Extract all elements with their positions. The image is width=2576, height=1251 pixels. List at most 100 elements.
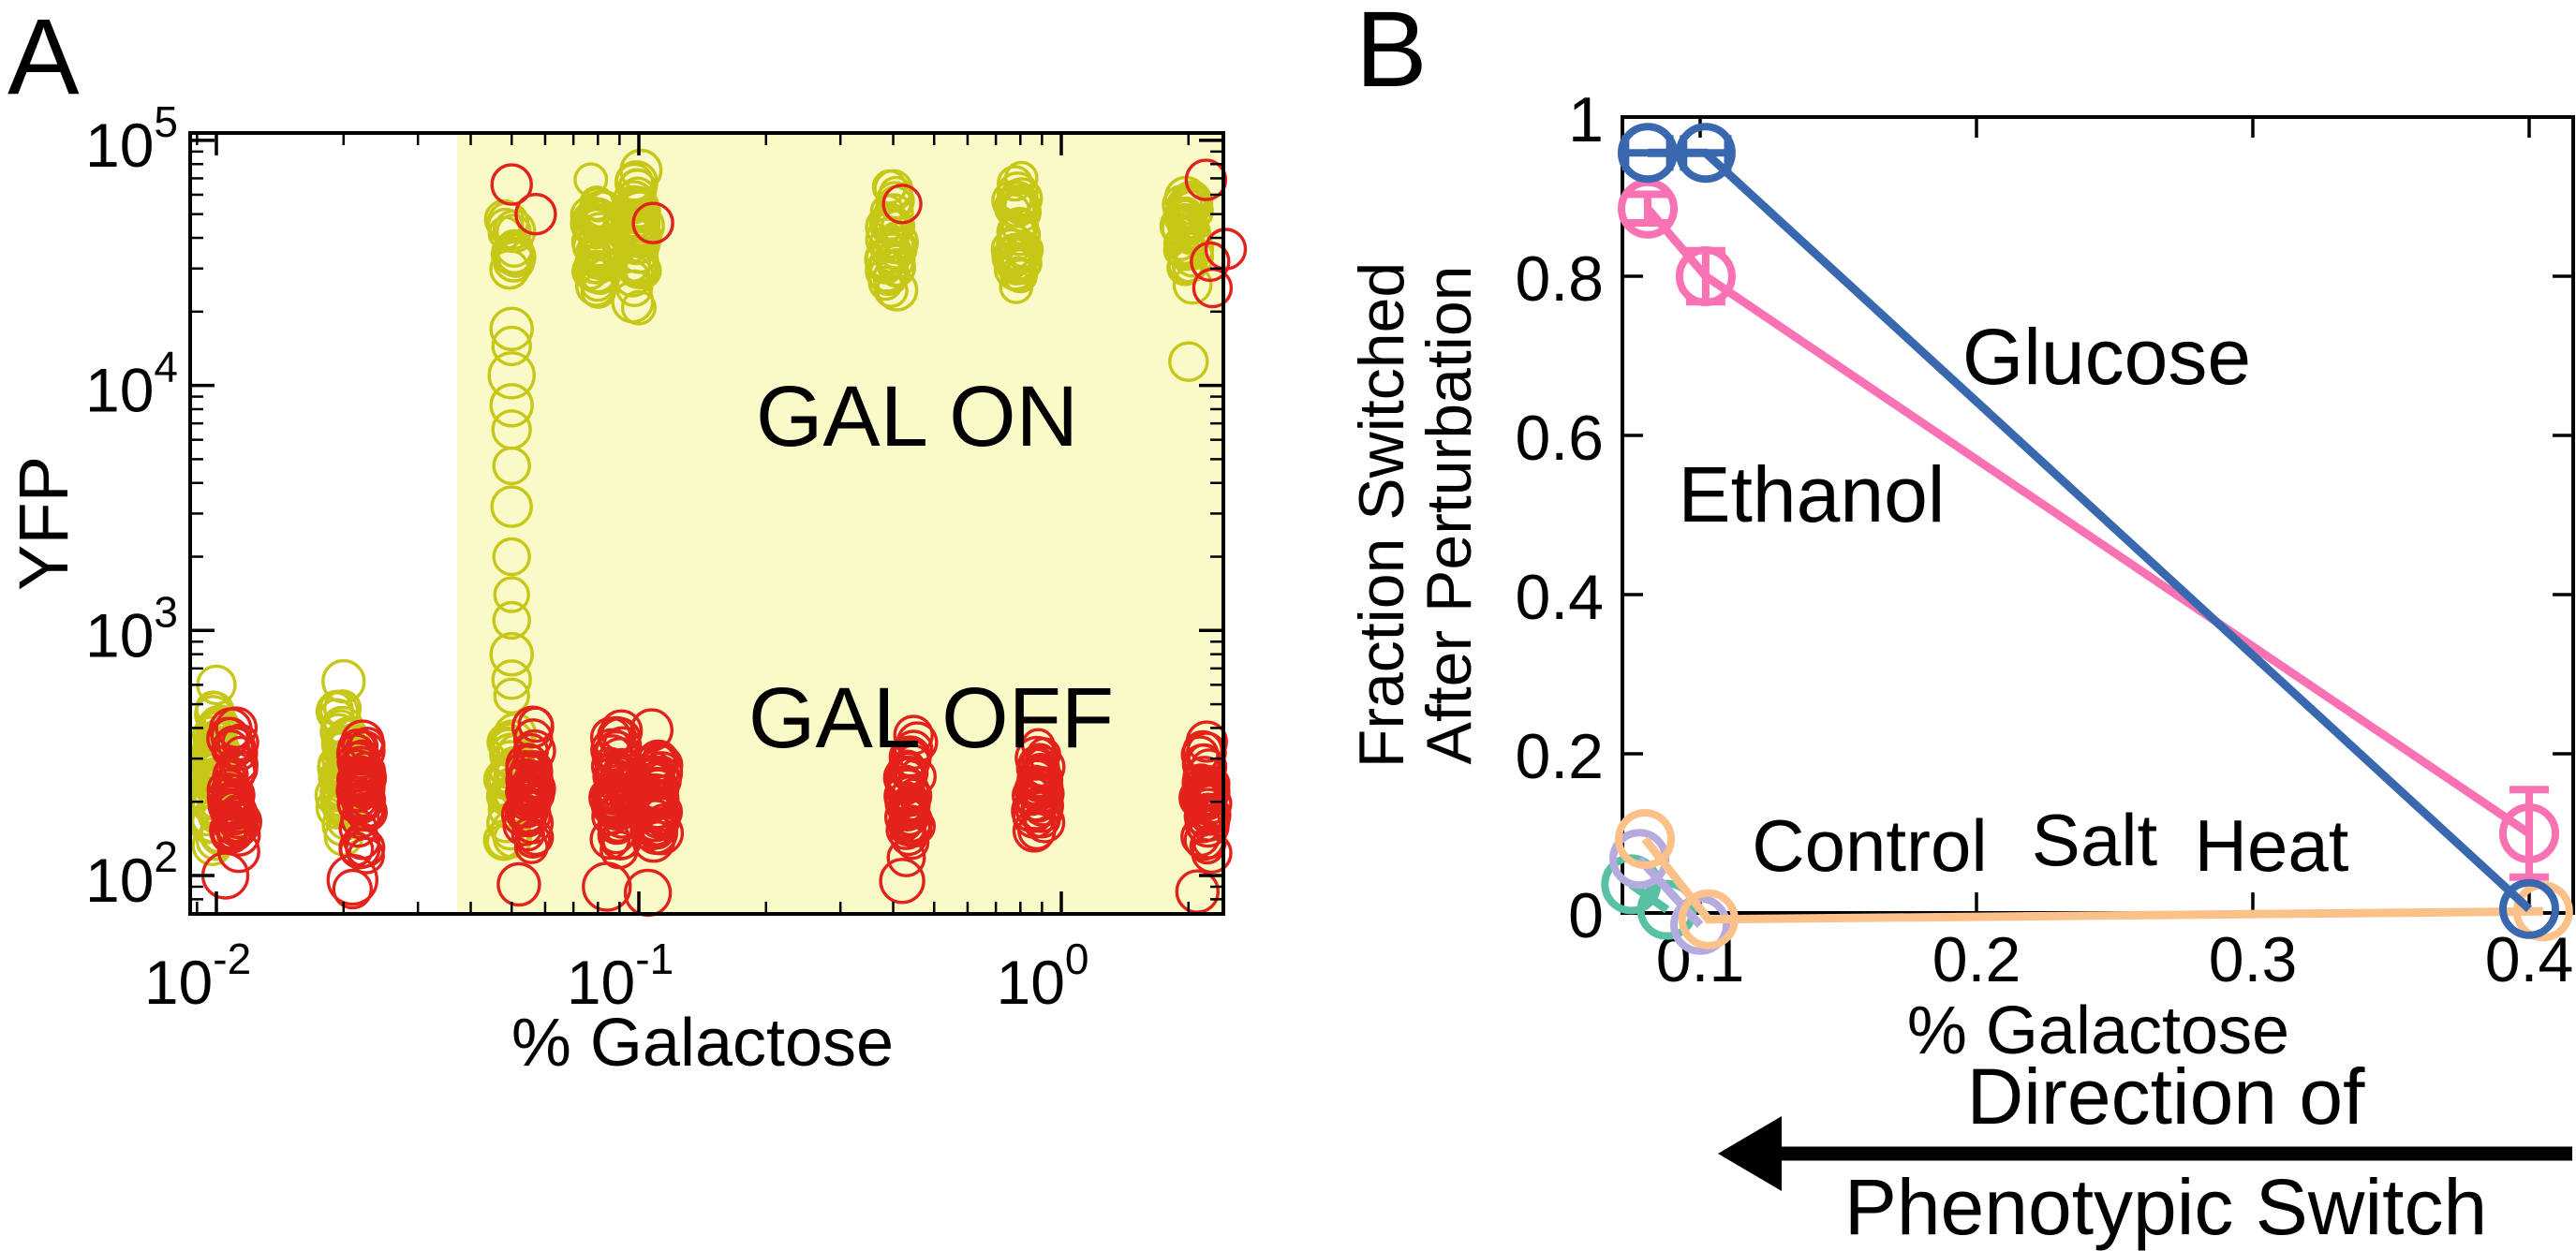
scatter-point [895,825,930,861]
scatter-point [505,743,550,787]
scatter-point [996,171,1039,213]
scatter-point [345,827,386,868]
y-tick-label: 102 [85,832,178,915]
scatter-point [620,289,657,326]
panel-b-xlabel: % Galactose [1907,993,2289,1068]
scatter-point [623,218,662,258]
scatter-point [872,259,908,295]
y-tick-label: 103 [85,587,178,670]
scatter-outlier [326,853,378,906]
series-label-ethanol: Ethanol [1679,450,1946,538]
scatter-point [511,705,555,749]
y-tick-label: 0.6 [1515,403,1604,474]
scatter-point [1187,743,1222,779]
scatter-point [632,750,674,792]
panel-a-letter: A [7,0,80,117]
panel-a-ylabel: YFP [5,456,82,591]
scatter-point [1007,245,1043,281]
scatter-outlier [1184,158,1228,201]
direction-annotation: Direction of Phenotypic Switch [1718,1052,2572,1251]
scatter-point [211,729,251,769]
scatter-outlier [492,537,531,577]
panel-b-letter: B [1355,0,1428,110]
series-line [1641,836,2543,924]
scatter-point [206,716,250,760]
series-label-salt: Salt [2032,799,2158,881]
scatter-point [514,821,552,859]
scatter-outlier [489,632,534,677]
scatter-point [340,781,378,819]
scatter-outlier [489,306,534,351]
scatter-outlier [321,658,366,704]
y-tick-label: 1 [1568,84,1604,155]
scatter-point [1017,747,1060,790]
scatter-outlier [1190,241,1231,283]
scatter-point [1172,182,1212,222]
scatter-point [505,773,541,810]
scatter-outlier [496,861,541,907]
scatter-point [595,788,635,829]
data-point [2499,803,2559,863]
series-line [1636,856,1704,928]
y-tick-label: 104 [85,343,178,425]
scatter-outlier [631,201,674,244]
y-tick-label: 0.8 [1515,243,1604,315]
data-point [1618,123,1678,184]
scatter-outlier [491,659,532,700]
scatter-point [645,803,681,839]
data-point [1675,123,1736,184]
scatter-point [864,237,909,282]
scatter-point [513,732,550,769]
scatter-point [336,741,378,783]
series-label-heat: Heat [2195,804,2349,887]
scatter-outlier [582,861,632,912]
scatter-point [517,750,554,786]
scatter-point [341,763,384,806]
scatter-outlier [487,351,536,400]
y-tick-label: 0.4 [1515,562,1604,633]
panel-b-tick-labels: 0.1 0.2 0.3 0.400.20.40.60.81 [1515,84,2573,995]
scatter-point [571,228,608,265]
scatter-point [338,745,382,789]
scatter-outlier [879,858,925,905]
x-tick-label: 0.2 [1932,924,2021,995]
scatter-outlier [490,163,533,206]
scatter-point [896,721,939,764]
scatter-point [346,751,387,792]
data-point [1670,894,1730,955]
scatter-point [899,807,937,845]
scatter-point [222,735,259,772]
scatter-point [893,714,934,756]
scatter-point [348,726,386,764]
scatter-point [600,709,644,753]
scatter-point [996,165,1033,202]
panel-a-axes-box [188,131,1225,916]
bistable-region-shade [457,134,1223,913]
y-tick-label: 0.2 [1515,721,1604,792]
scatter-outlier [490,485,533,528]
scatter-point [315,689,360,733]
scatter-point [207,783,252,828]
scatter-point [616,185,660,229]
data-point [1678,889,1739,949]
scatter-point [873,193,914,234]
scatter-point [875,181,915,221]
x-tick-label: 10-2 [144,935,251,1017]
scatter-point [865,248,910,293]
scatter-outlier [492,446,531,486]
panel-a-scatter-points [189,148,1248,918]
panel-b: 0.1 0.2 0.3 0.400.20.40.60.81 Fraction Swit… [1346,84,2575,1068]
scatter-point [887,806,924,842]
scatter-point [994,232,1037,276]
scatter-point [596,751,632,787]
data-point [2499,878,2559,939]
scatter-outlier [491,325,532,367]
series-glucose [1618,123,2559,939]
y-tick-label: 105 [85,97,178,180]
scatter-outlier [1168,341,1209,382]
scatter-point [1011,788,1056,833]
scatter-outlier [332,868,373,910]
